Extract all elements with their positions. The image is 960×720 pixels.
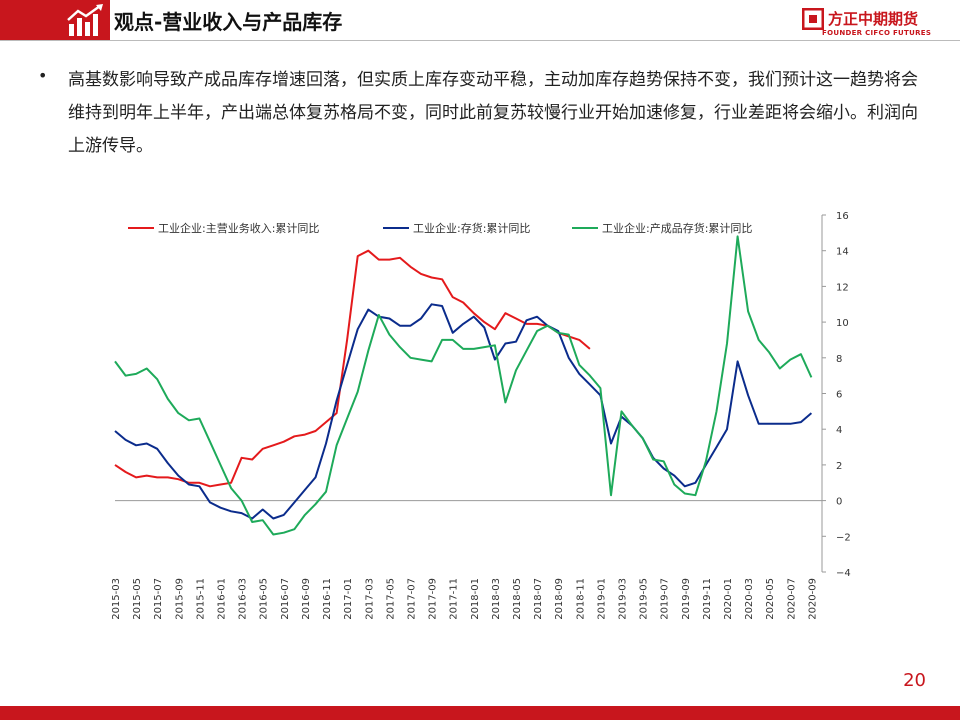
series-line (114, 249, 591, 488)
x-tick-label: 2019-05 (639, 578, 650, 620)
x-tick-label: 2017-01 (343, 578, 354, 620)
y-tick-label: 8 (836, 354, 842, 365)
x-tick-label: 2015-07 (153, 578, 164, 620)
y-tick-label: 6 (836, 390, 842, 401)
series-line (114, 303, 813, 520)
y-tick-label: 10 (836, 318, 849, 329)
legend-label: 工业企业:产成品存货:累计同比 (602, 221, 752, 235)
logo-chinese-text: 方正中期期货 (828, 10, 919, 28)
x-tick-label: 2020-07 (786, 578, 797, 620)
x-tick-label: 2015-05 (132, 578, 143, 620)
legend-label: 工业企业:存货:累计同比 (413, 221, 530, 235)
x-tick-label: 2015-03 (111, 578, 122, 620)
page-number: 20 (903, 670, 926, 691)
x-tick-label: 2018-05 (512, 578, 523, 620)
title-divider (0, 40, 960, 41)
y-tick-label: 2 (836, 461, 842, 472)
rising-bar-chart-icon (67, 4, 103, 36)
x-tick-label: 2019-09 (681, 578, 692, 620)
body-paragraph: 高基数影响导致产成品库存增速回落，但实质上库存变动平稳，主动加库存趋势保持不变，… (68, 70, 918, 156)
y-tick-label: 16 (836, 211, 849, 222)
x-tick-label: 2017-07 (406, 578, 417, 620)
x-tick-label: 2018-09 (554, 578, 565, 620)
x-tick-label: 2020-03 (744, 578, 755, 620)
x-tick-label: 2016-09 (301, 578, 312, 620)
x-tick-label: 2015-09 (174, 578, 185, 620)
legend-label: 工业企业:主营业务收入:累计同比 (158, 221, 319, 235)
x-tick-label: 2015-11 (195, 578, 206, 620)
x-tick-label: 2018-01 (470, 578, 481, 620)
x-tick-label: 2018-03 (491, 578, 502, 620)
series-line (114, 235, 813, 536)
logo-english-text: FOUNDER CIFCO FUTURES (822, 29, 932, 37)
y-tick-label: 4 (836, 425, 842, 436)
x-tick-label: 2019-07 (660, 578, 671, 620)
y-tick-label: 12 (836, 282, 849, 293)
x-tick-label: 2018-11 (575, 578, 586, 620)
y-tick-label: 0 (836, 497, 842, 508)
line-chart: −4 −2 0 2 4 6 8 10 12 14 16 2015-03 2015-05 2015-07 20… (111, 211, 851, 620)
x-tick-label: 2017-03 (364, 578, 375, 620)
x-tick-label: 2019-11 (702, 578, 713, 620)
x-tick-label: 2019-01 (596, 578, 607, 620)
x-tick-label: 2016-11 (322, 578, 333, 620)
x-tick-label: 2017-09 (428, 578, 439, 620)
x-tick-label: 2020-01 (723, 578, 734, 620)
title-accent-block (0, 0, 110, 40)
x-tick-label: 2019-03 (618, 578, 629, 620)
y-tick-label: −4 (836, 568, 851, 579)
bullet-marker: • (38, 66, 48, 85)
x-tick-label: 2016-07 (280, 578, 291, 620)
company-logo: 方正中期期货 FOUNDER CIFCO FUTURES (802, 8, 942, 38)
x-tick-label: 2020-09 (807, 578, 818, 620)
x-tick-label: 2018-07 (533, 578, 544, 620)
x-tick-label: 2017-11 (449, 578, 460, 620)
slide-title: 观点-营业收入与产品库存 (114, 10, 343, 34)
x-tick-label: 2020-05 (765, 578, 776, 620)
x-tick-label: 2016-05 (259, 578, 270, 620)
x-tick-label: 2017-05 (385, 578, 396, 620)
founder-logo-icon (802, 8, 824, 30)
x-tick-label: 2016-01 (217, 578, 228, 620)
footer-bar (0, 706, 960, 720)
y-tick-label: −2 (836, 532, 851, 543)
y-tick-label: 14 (836, 247, 849, 258)
x-tick-label: 2016-03 (238, 578, 249, 620)
